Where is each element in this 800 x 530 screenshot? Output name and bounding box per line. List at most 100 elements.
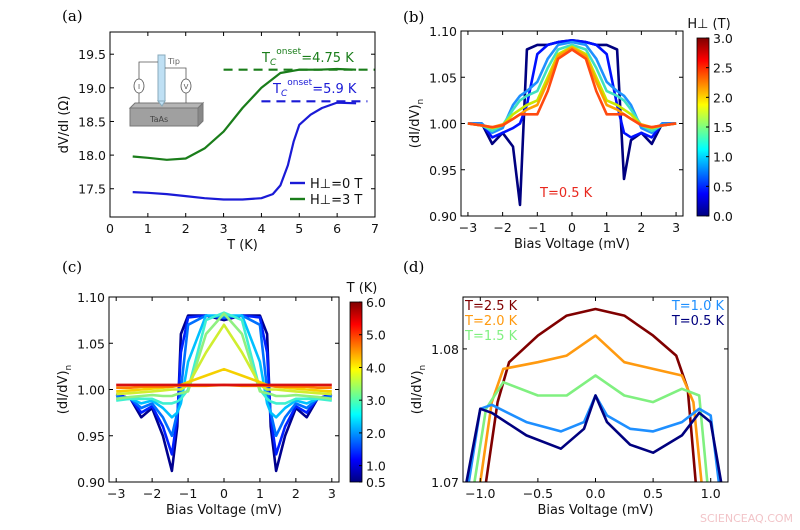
y-tick-label: 0.90 — [77, 475, 105, 490]
panel-label-a: (a) — [62, 7, 83, 25]
series-line-6 — [467, 48, 677, 129]
x-tick-label: 3 — [672, 220, 680, 235]
series-line-4 — [465, 394, 723, 482]
voltage-meter-icon — [180, 78, 192, 94]
sample-top — [128, 102, 205, 109]
x-tick-label: −1.0 — [465, 486, 495, 501]
series-line-2 — [473, 374, 709, 482]
colorbar-tick-label: 3.0 — [713, 31, 733, 46]
inset-schematic: TaAs I V Tip — [128, 54, 205, 128]
plot-area — [467, 38, 677, 207]
y-axis-label-main: (dI/dV) — [56, 370, 71, 414]
y-tick-label: 1.10 — [429, 24, 457, 39]
series-line-7 — [116, 367, 332, 393]
x-tick-label: −3 — [459, 220, 477, 235]
colorbar-label: H⊥ (T) — [687, 17, 730, 32]
tc-value: =4.75 K — [301, 51, 354, 66]
colorbar-tick-label: 5.0 — [366, 328, 386, 343]
current-meter-label: I — [138, 83, 140, 91]
y-tick-label: 18.0 — [78, 148, 106, 163]
plot-area — [115, 311, 333, 473]
tip-label: Tip — [167, 57, 180, 66]
x-tick-label: −1 — [179, 486, 197, 501]
series-line-4 — [467, 45, 677, 130]
colorbar-tick-label: 1.5 — [713, 120, 733, 135]
temperature-annotation: T=0.5 K — [539, 186, 593, 201]
y-axis-label-main: (dI/dV) — [408, 104, 423, 148]
panel-label-d: (d) — [403, 258, 424, 276]
colorbar-tick-label: 1.0 — [366, 459, 386, 474]
x-tick-label: 0.5 — [643, 486, 663, 501]
colorbar-tick-label: 2.0 — [713, 90, 733, 105]
panel-a: 0 1 2 3 4 5 6 7 17.5 18.0 18.5 19.0 19.5 T (K) dV/dI (… — [57, 31, 379, 253]
colorbar-tick-label: 0.5 — [366, 475, 386, 490]
series-line-6 — [116, 323, 332, 396]
y-tick-label: 0.90 — [429, 209, 457, 224]
y-tick-label: 19.5 — [78, 47, 106, 62]
tc-sup: onset — [276, 47, 301, 57]
axes-frame — [109, 31, 376, 218]
colorbar-tick-label: 4.0 — [366, 360, 386, 375]
panel-d: −1.0 −0.5 0.0 0.5 1.0 1.07 1.08 Bias Voltage (m… — [410, 296, 729, 518]
x-tick-label: 0 — [220, 486, 228, 501]
colorbar-tick-label: 2.0 — [366, 426, 386, 441]
legend-label: T=2.0 K — [464, 314, 518, 329]
series-line-3 — [116, 314, 332, 419]
x-tick-label: 6 — [333, 221, 341, 236]
y-tick-label: 1.07 — [431, 475, 459, 490]
tc-sup: onset — [287, 78, 312, 88]
series-line-3 — [467, 43, 677, 133]
tc-base: T — [261, 51, 270, 66]
sample-label: TaAs — [149, 115, 168, 124]
tip-point — [156, 100, 166, 107]
plot-area — [465, 307, 723, 482]
legend-label: T=0.5 K — [671, 314, 725, 329]
colorbar-tick-label: 0.0 — [713, 209, 733, 224]
x-tick-label: −2 — [493, 220, 511, 235]
y-axis-label-main: dV/dI (Ω) — [57, 96, 72, 154]
x-tick-label: 1 — [256, 486, 264, 501]
y-tick-label: 0.95 — [77, 429, 105, 444]
y-axis-label-sub: n — [416, 99, 426, 105]
series-line-0 — [484, 307, 697, 482]
panel-c: −3 −2 −1 0 1 2 3 0.90 0.95 1.00 1.05 1.10 Bias Volta… — [56, 281, 386, 518]
tc-value: =5.9 K — [312, 82, 357, 97]
x-tick-label: −1 — [528, 220, 546, 235]
current-meter-icon — [133, 78, 145, 94]
x-tick-label: 0 — [568, 220, 576, 235]
watermark: SCIENCEAQ.COM — [700, 512, 793, 525]
tip — [157, 54, 166, 102]
panel-label-b: (b) — [403, 8, 424, 26]
x-tick-label: 0 — [106, 221, 114, 236]
x-axis-label: Bias Voltage (mV) — [166, 503, 282, 518]
panel-label-c: (c) — [62, 258, 82, 276]
tc-onset-annotation: TConset=4.75 K — [261, 47, 354, 68]
x-tick-label: 5 — [295, 221, 303, 236]
x-tick-label: −2 — [143, 486, 161, 501]
legend-label: T=2.5 K — [464, 299, 518, 314]
tc-sub: C — [281, 89, 288, 99]
x-tick-label: 3 — [328, 486, 336, 501]
x-tick-label: 1 — [603, 220, 611, 235]
legend-label: H⊥=3 T — [310, 193, 362, 208]
y-tick-label: 1.05 — [429, 70, 457, 85]
series-line-0 — [132, 101, 357, 201]
y-axis-label: (dI/dV)n — [410, 365, 428, 414]
y-tick-label: 1.10 — [77, 290, 105, 305]
series-line-3 — [467, 394, 721, 482]
x-tick-label: 0.0 — [586, 486, 606, 501]
y-tick-label: 1.00 — [429, 117, 457, 132]
x-tick-label: 2 — [182, 221, 190, 236]
y-tick-label: 1.08 — [431, 342, 459, 357]
series-line-0 — [467, 38, 677, 207]
x-tick-label: 3 — [220, 221, 228, 236]
y-axis-label-main: (dI/dV) — [410, 370, 425, 414]
x-tick-label: 4 — [257, 221, 265, 236]
colorbar-tick-label: 6.0 — [366, 295, 386, 310]
y-axis-label-sub: n — [64, 365, 74, 371]
legend-label: T=1.0 K — [671, 299, 725, 314]
tc-base: T — [272, 82, 281, 97]
x-tick-label: 7 — [371, 221, 379, 236]
colorbar-tick-label: 2.5 — [713, 61, 733, 76]
